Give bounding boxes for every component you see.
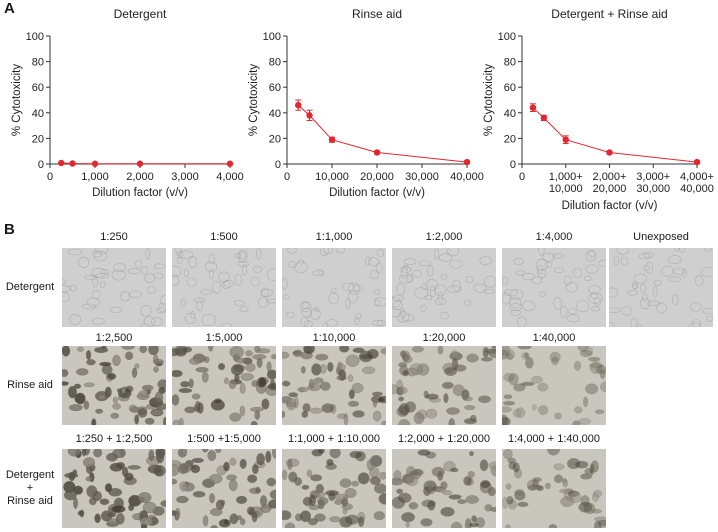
data-point <box>562 136 569 143</box>
y-tick-label: 0 <box>275 159 281 171</box>
series-line <box>61 162 230 165</box>
x-tick-label: 2,000+ 20,000 <box>593 171 627 195</box>
micrograph-label: 1:1,000 <box>315 231 353 243</box>
micrograph-label: 1:2,500 <box>95 332 133 344</box>
y-axis-label: % Cytotoxicity <box>11 64 23 136</box>
data-point <box>306 112 313 119</box>
data-point <box>373 149 381 156</box>
x-tick-label: 0 <box>47 171 53 183</box>
x-tick-label: 1,000 <box>81 171 109 183</box>
data-point <box>540 114 548 122</box>
micrograph-image <box>282 346 386 425</box>
data-point <box>606 149 613 156</box>
micrograph-label: Unexposed <box>633 231 689 243</box>
chart-title: Rinse aid <box>352 7 402 21</box>
x-tick-label: 20,000 <box>360 171 394 183</box>
micrograph-image <box>62 346 166 425</box>
y-tick-label: 20 <box>32 133 44 145</box>
micrograph-label: 1:1,000 + 1:10,000 <box>287 433 381 445</box>
row-label: Detergent + Rinse aid <box>5 468 55 507</box>
y-tick-label: 100 <box>263 31 281 43</box>
micrograph-image <box>502 449 606 528</box>
row-label: Detergent <box>5 280 55 293</box>
y-axis-label: % Cytotoxicity <box>483 64 495 136</box>
panel-b-label: B <box>4 221 15 238</box>
data-point <box>693 158 701 166</box>
micrograph-label: 1:10,000 <box>312 332 356 344</box>
cytotoxicity-charts: Detergent 0 20 40 60 80 100 0 1,000 2,000 3,000 4,0… <box>11 7 714 212</box>
y-tick-label: 40 <box>32 108 44 120</box>
micrograph-label: 1:40,000 <box>532 332 576 344</box>
micrograph-image <box>62 248 166 327</box>
y-tick-label: 80 <box>32 57 44 69</box>
micrograph-image <box>392 449 496 528</box>
panel-a-label: A <box>4 0 15 17</box>
micrograph-image <box>392 248 496 327</box>
micrograph-image <box>282 449 386 528</box>
y-tick-label: 60 <box>504 82 516 94</box>
micrograph-image <box>392 346 496 425</box>
micrograph-label: 1:5,000 <box>205 332 243 344</box>
y-tick-label: 80 <box>269 57 281 69</box>
x-tick-label: 10,000 <box>315 171 349 183</box>
micrograph-label: 1:4,000 <box>535 231 573 243</box>
x-axis-label: Dilution factor (v/v) <box>92 187 188 199</box>
y-tick-label: 0 <box>38 159 44 171</box>
data-point <box>226 160 234 167</box>
x-tick-label: 30,000 <box>405 171 439 183</box>
micrograph-label: 1:500 +1:5,000 <box>187 433 261 445</box>
micrograph-label: 1:2,000 + 1:20,000 <box>397 433 491 445</box>
micrograph-image <box>502 248 606 327</box>
x-tick-label: 0 <box>284 171 290 183</box>
y-tick-label: 100 <box>26 31 44 43</box>
data-point <box>328 136 336 143</box>
micrograph-label: 1:250 <box>100 231 128 243</box>
data-point <box>69 160 76 167</box>
micrograph-label: 1:250 + 1:2,500 <box>75 433 153 445</box>
chart-title: Detergent + Rinse aid <box>551 7 667 21</box>
y-tick-label: 40 <box>504 108 516 120</box>
micrograph-image <box>172 346 276 425</box>
y-tick-label: 60 <box>32 82 44 94</box>
micrograph-label: 1:2,000 <box>425 231 463 243</box>
x-tick-label: 4,000+ 40,000 <box>680 171 714 195</box>
x-tick-label: 3,000+ 30,000 <box>636 171 670 195</box>
chart-title: Detergent <box>114 7 167 21</box>
x-tick-label: 4,000 <box>216 171 244 183</box>
y-tick-label: 20 <box>504 133 516 145</box>
data-point <box>463 158 471 166</box>
series-line <box>297 104 468 163</box>
x-tick-label: 1,000+ 10,000 <box>549 171 583 195</box>
row-label: Rinse aid <box>7 378 53 391</box>
x-tick-label: 3,000 <box>171 171 199 183</box>
micrograph-image <box>609 248 713 327</box>
data-point <box>136 160 144 167</box>
y-tick-label: 60 <box>269 82 281 94</box>
y-tick-label: 80 <box>504 57 516 69</box>
x-axis-label: Dilution factor (v/v) <box>562 200 658 212</box>
data-point <box>295 101 302 109</box>
micrograph-image <box>502 346 606 425</box>
x-axis-label: Dilution factor (v/v) <box>329 187 425 199</box>
micrograph-label: 1:500 <box>210 231 238 243</box>
y-axis-label: % Cytotoxicity <box>248 64 260 136</box>
data-point <box>58 159 65 167</box>
micrograph-image <box>172 248 276 327</box>
micrograph-image <box>62 449 166 528</box>
x-tick-label: 40,000 <box>450 171 484 183</box>
x-tick-label: 2,000 <box>126 171 154 183</box>
data-point <box>529 104 537 111</box>
micrograph-image <box>282 248 386 327</box>
micrograph-label: 1:4,000 + 1:40,000 <box>507 433 601 445</box>
y-tick-label: 20 <box>269 133 281 145</box>
y-tick-label: 0 <box>510 159 516 171</box>
series-line <box>532 107 698 163</box>
x-tick-label: 0 <box>519 171 525 183</box>
micrograph-label: 1:20,000 <box>422 332 466 344</box>
data-point <box>91 160 99 167</box>
y-tick-label: 100 <box>498 31 516 43</box>
micrograph-image <box>172 449 276 528</box>
y-tick-label: 40 <box>269 108 281 120</box>
